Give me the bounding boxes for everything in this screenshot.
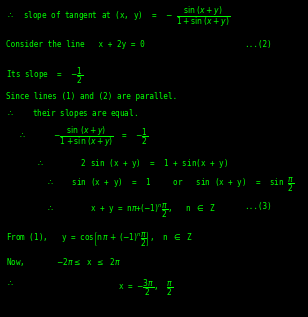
Text: $\therefore$        x + y = n$\pi$+$(-1)^n\dfrac{\pi}{2}$,   n $\in$ Z: $\therefore$ x + y = n$\pi$+$(-1)^n\dfra…	[18, 202, 216, 220]
Text: $\therefore$: $\therefore$	[6, 278, 14, 287]
Text: ...(3): ...(3)	[245, 202, 272, 211]
Text: Consider the line   x + 2y = 0: Consider the line x + 2y = 0	[6, 41, 145, 49]
Text: ...(2): ...(2)	[245, 41, 272, 49]
Text: From (1),   y = cos$\left[\text{n}\,\pi\,+\,(-1)^n\dfrac{\pi}{2}\right]$,  n $\i: From (1), y = cos$\left[\text{n}\,\pi\,+…	[6, 230, 193, 249]
Text: $\therefore$    sin (x + y)  =  1     or   sin (x + y)  =  sin $\dfrac{\pi}{2}$: $\therefore$ sin (x + y) = 1 or sin (x +…	[18, 176, 294, 194]
Text: $\therefore$  slope of tangent at (x, y)  =  $-$ $\dfrac{\sin\,(x+y)}{1+\sin\,(x: $\therefore$ slope of tangent at (x, y) …	[6, 5, 230, 29]
Text: x = $-\dfrac{3\pi}{2}$,  $\dfrac{\pi}{2}$: x = $-\dfrac{3\pi}{2}$, $\dfrac{\pi}{2}$	[118, 278, 173, 299]
Text: $\therefore$        2 sin (x + y)  =  1 + sin(x + y): $\therefore$ 2 sin (x + y) = 1 + sin(x +…	[18, 157, 228, 170]
Text: Since lines (1) and (2) are parallel.: Since lines (1) and (2) are parallel.	[6, 92, 177, 101]
Text: Now,       $-2\pi \leq$ x $\leq$ 2$\pi$: Now, $-2\pi \leq$ x $\leq$ 2$\pi$	[6, 256, 121, 268]
Text: $\therefore$      $-\dfrac{\sin\,(x+y)}{1+\sin\,(x+y)}$  =  $-\dfrac{1}{2}$: $\therefore$ $-\dfrac{\sin\,(x+y)}{1+\si…	[18, 124, 149, 149]
Text: Its slope  =  $-\dfrac{1}{2}$: Its slope = $-\dfrac{1}{2}$	[6, 65, 83, 86]
Text: $\therefore$    their slopes are equal.: $\therefore$ their slopes are equal.	[6, 107, 138, 120]
